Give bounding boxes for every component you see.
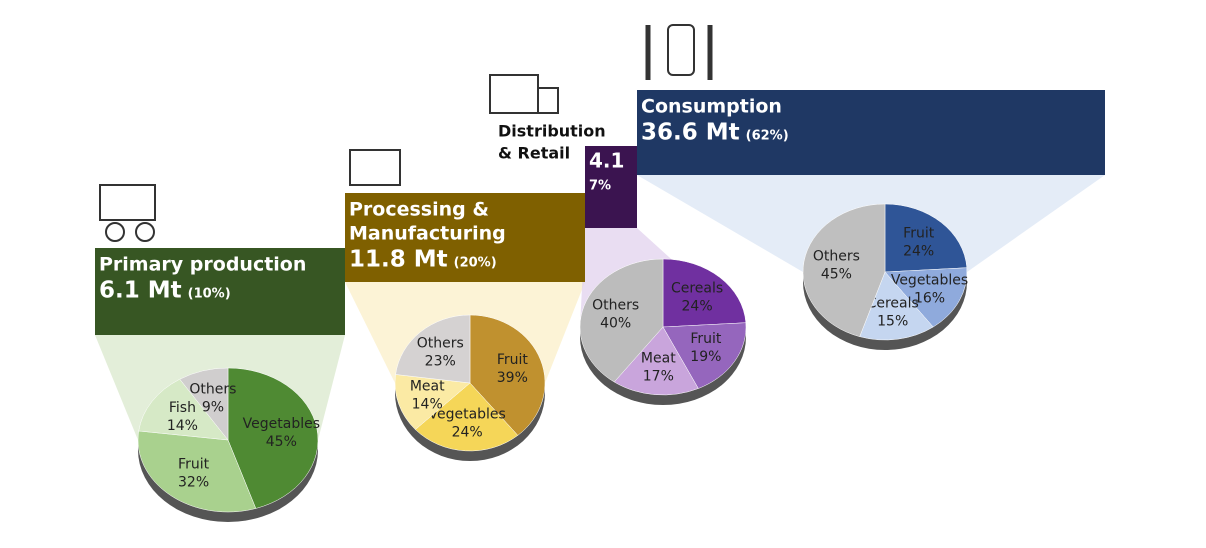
stage-title: Consumption — [641, 96, 782, 118]
header-box — [585, 146, 637, 228]
slice-value-label: 39% — [497, 370, 528, 386]
stage-share: 7% — [589, 179, 611, 194]
tractor-icon — [99, 184, 156, 221]
slice-value-label: 14% — [412, 397, 443, 413]
pie-slice — [469, 314, 546, 436]
slice-value-label: 24% — [682, 298, 713, 314]
stage-share: (10%) — [188, 287, 231, 302]
slice-value-label: 19% — [690, 349, 721, 365]
pie-slice — [884, 267, 968, 328]
pie-slice — [179, 367, 229, 441]
slice-category: Vegetables — [428, 407, 505, 423]
slice-value-label: 45% — [266, 434, 297, 450]
stage-total: 11.8 Mt — [349, 247, 448, 273]
pie-slice — [579, 258, 664, 383]
header-box — [345, 193, 585, 282]
slice-category: Fruit — [497, 352, 529, 368]
stage-title: Processing & — [349, 199, 489, 221]
slice-value-label: 40% — [600, 315, 631, 331]
slice-category: Fish — [169, 400, 196, 416]
slice-value-label: 24% — [452, 425, 483, 441]
slice-category: Cereals — [867, 295, 919, 311]
slice-category: Others — [189, 382, 236, 398]
header-box — [637, 90, 1105, 175]
slice-category: Others — [592, 297, 639, 313]
stage-total: 36.6 Mt — [641, 120, 740, 146]
icons — [99, 24, 713, 242]
stage-title: & Retail — [498, 144, 570, 163]
slice-value-label: 15% — [877, 313, 908, 329]
tractor-wheel — [135, 222, 155, 242]
slice-category: Cereals — [671, 280, 723, 296]
slice-value-label: 16% — [914, 290, 945, 306]
slice-value-label: 9% — [202, 400, 224, 416]
header-box — [95, 248, 345, 335]
pie-slice — [138, 378, 229, 441]
stage-share: (62%) — [746, 129, 789, 144]
slice-category: Vegetables — [891, 272, 968, 288]
slice-value-label: 14% — [167, 418, 198, 434]
slice-category: Fruit — [178, 456, 210, 472]
pie-slice — [884, 203, 968, 273]
pie-slice — [662, 258, 747, 328]
pie-slice — [395, 314, 471, 384]
slice-value-label: 45% — [821, 267, 852, 283]
stage-title: Primary production — [99, 254, 306, 276]
slice-category: Others — [813, 249, 860, 265]
factory-icon — [349, 149, 401, 186]
truck-icon — [489, 74, 539, 114]
slice-category: Vegetables — [243, 416, 320, 432]
slice-value-label: 32% — [178, 474, 209, 490]
stage-total: 6.1 Mt — [99, 278, 182, 304]
pie-slice — [137, 430, 257, 513]
pie-slice — [414, 382, 519, 452]
pie-slice — [859, 271, 934, 341]
pie-slice — [613, 326, 699, 396]
truck-cab — [537, 87, 559, 114]
pie-slice — [662, 322, 747, 389]
tractor-wheel — [105, 222, 125, 242]
stage-title: Manufacturing — [349, 223, 506, 245]
slice-category: Others — [417, 335, 464, 351]
can-icon — [667, 24, 695, 76]
slice-category: Meat — [410, 379, 445, 395]
pie-slice — [802, 203, 886, 337]
slice-value-label: 23% — [425, 353, 456, 369]
slice-category: Fruit — [903, 225, 935, 241]
stage-total: 4.1 — [589, 149, 624, 173]
slice-category: Meat — [641, 351, 676, 367]
stage-share: (20%) — [454, 256, 497, 271]
slice-value-label: 17% — [643, 369, 674, 385]
slice-category: Fruit — [690, 331, 722, 347]
pie-slice — [394, 374, 471, 430]
stage-title: Distribution — [498, 122, 606, 141]
slice-value-label: 24% — [903, 243, 934, 259]
pie-slice — [227, 367, 319, 509]
